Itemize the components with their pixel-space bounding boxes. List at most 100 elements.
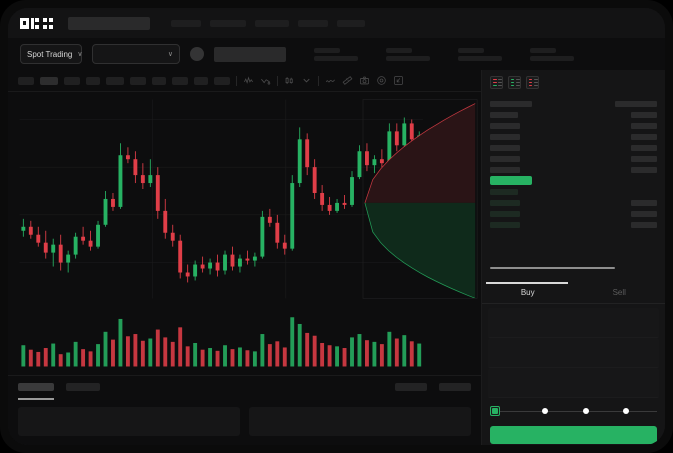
orderbook-ask-row[interactable]	[490, 109, 657, 120]
amount-slider[interactable]	[490, 406, 657, 418]
slider-handle[interactable]	[490, 406, 500, 416]
buy-button[interactable]	[490, 426, 657, 444]
orderbook-bid-row[interactable]	[490, 197, 657, 208]
slider-stop-50[interactable]	[583, 407, 589, 414]
indicators-icon[interactable]	[243, 75, 254, 86]
hide-other-pairs-tab[interactable]	[439, 383, 471, 391]
orderbook-scrollbar[interactable]	[490, 267, 615, 269]
change-24h-label	[386, 47, 412, 53]
market-type-label: Spot Trading	[27, 49, 73, 59]
timeframe-button-6[interactable]	[152, 76, 166, 85]
order-form-fields	[482, 308, 665, 398]
asks-only-icon[interactable]	[526, 76, 539, 89]
pair-stats-group	[314, 47, 574, 61]
orderbook-ask-row-price	[490, 166, 520, 173]
market-type-select[interactable]: Spot Trading ∨	[20, 44, 83, 64]
last-price	[314, 47, 358, 61]
pair-select[interactable]: ∨	[92, 44, 180, 64]
pair-name-skeleton	[214, 46, 286, 62]
orders-tabs	[8, 376, 481, 391]
orderbook-ask-row-amount	[631, 155, 657, 162]
timeframe-button-1[interactable]	[40, 76, 58, 85]
orders-tab-group	[18, 383, 100, 391]
orderbook-ask-row-price	[490, 122, 520, 129]
timeframe-button-5[interactable]	[130, 76, 146, 85]
nav-item-1[interactable]	[171, 19, 201, 27]
orderbook-ask-row-amount	[631, 144, 657, 151]
orderbook-bid-row-amount	[631, 221, 657, 228]
camera-icon[interactable]	[359, 75, 370, 86]
timeframe-button-7[interactable]	[172, 76, 188, 85]
orderbook-view-toggles	[482, 70, 665, 94]
settings-icon[interactable]	[376, 75, 387, 86]
orderbook-rows[interactable]	[482, 98, 665, 272]
orderbook-ask-row[interactable]	[490, 120, 657, 131]
volume-24h	[530, 47, 574, 61]
orderbook-ask-rows	[490, 109, 657, 175]
timeframe-group	[18, 76, 230, 85]
orderbook-bid-row[interactable]	[490, 219, 657, 230]
orders-skeleton-right	[249, 407, 471, 436]
search-skeleton[interactable]	[68, 16, 150, 30]
orderbook-trade-panel: Buy Sell	[481, 70, 665, 445]
chevron-down-icon: ∨	[77, 50, 83, 58]
candlestick-chart-svg	[19, 99, 478, 367]
fullscreen-icon[interactable]	[393, 75, 404, 86]
orderbook-last-price-highlight	[490, 176, 532, 185]
orderbook-ask-row[interactable]	[490, 131, 657, 142]
price-chart[interactable]	[8, 92, 481, 375]
slider-track	[494, 411, 657, 412]
timeframe-button-2[interactable]	[64, 76, 80, 85]
order-history-tab[interactable]	[66, 383, 100, 391]
tab-buy[interactable]: Buy	[482, 282, 574, 303]
okx-logo[interactable]	[20, 17, 53, 29]
last-price-label	[314, 47, 340, 53]
filter-tab[interactable]	[395, 383, 427, 391]
top-nav-items	[62, 16, 365, 30]
orders-content-skeleton	[18, 407, 471, 436]
orderbook-bid-row-price	[490, 221, 520, 228]
high-24h	[458, 47, 502, 61]
nav-item-5[interactable]	[337, 19, 365, 27]
order-type-field[interactable]	[488, 308, 659, 338]
chart-toolbar	[8, 70, 481, 92]
orderbook-ask-row[interactable]	[490, 142, 657, 153]
orderbook-bid-row-amount	[631, 210, 657, 217]
timeframe-button-9[interactable]	[214, 76, 230, 85]
tab-sell[interactable]: Sell	[574, 282, 666, 303]
slider-stop-25[interactable]	[542, 407, 548, 414]
ruler-icon[interactable]	[342, 75, 353, 86]
price-field[interactable]	[488, 338, 659, 368]
timeframe-button-3[interactable]	[86, 76, 100, 85]
chevron-down-icon[interactable]	[301, 75, 312, 86]
orderbook-bid-row-amount	[631, 199, 657, 206]
timeframe-button-4[interactable]	[106, 76, 124, 85]
toolbar-divider	[236, 75, 237, 86]
orderbook-ask-row[interactable]	[490, 153, 657, 164]
nav-item-4[interactable]	[298, 19, 328, 27]
toolbar-divider	[277, 75, 278, 86]
tablet-screen-bezel: Spot Trading ∨ ∨	[8, 8, 665, 445]
open-orders-tab[interactable]	[18, 383, 54, 391]
compare-icon[interactable]	[260, 75, 271, 86]
timeframe-button-8[interactable]	[194, 76, 208, 85]
nav-item-3[interactable]	[255, 19, 289, 27]
orderbook-bid-row[interactable]	[490, 186, 657, 197]
both-sides-icon[interactable]	[490, 76, 503, 89]
tab-sell-label: Sell	[612, 288, 626, 297]
change-24h	[386, 47, 430, 61]
orderbook-bid-row-price	[490, 199, 520, 206]
orderbook-ask-row[interactable]	[490, 164, 657, 175]
top-navigation-bar	[8, 8, 665, 38]
candle-type-icon[interactable]	[284, 75, 295, 86]
orders-panel	[8, 375, 481, 445]
orderbook-header-left	[490, 100, 532, 107]
bids-only-icon[interactable]	[508, 76, 521, 89]
line-chart-icon[interactable]	[325, 75, 336, 86]
change-24h-value	[386, 55, 430, 61]
amount-field[interactable]	[488, 368, 659, 398]
nav-item-2[interactable]	[210, 19, 246, 27]
timeframe-button-0[interactable]	[18, 76, 34, 85]
orderbook-bid-row[interactable]	[490, 208, 657, 219]
slider-stop-75[interactable]	[623, 407, 629, 414]
